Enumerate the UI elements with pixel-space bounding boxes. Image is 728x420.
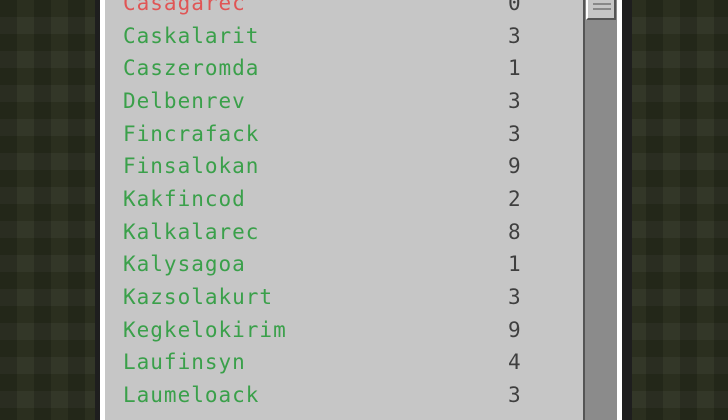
item-count: 9 (508, 154, 521, 179)
list-item[interactable]: Caskalarit 3 (105, 20, 583, 52)
list-item[interactable]: Laumeloack 3 (105, 379, 583, 411)
list-item[interactable]: Caszeromda 1 (105, 52, 583, 84)
grip-line (593, 8, 611, 10)
grip-line (593, 3, 611, 5)
scrollbar-thumb[interactable] (586, 0, 616, 20)
item-count: 8 (508, 219, 521, 244)
list-item[interactable]: Finsalokan 9 (105, 150, 583, 182)
list-item[interactable]: Kalysagoa 1 (105, 248, 583, 280)
list-item[interactable]: Kazsolakurt 3 (105, 281, 583, 313)
list-item[interactable]: Kakfincod 2 (105, 183, 583, 215)
item-count: 0 (508, 0, 521, 15)
scrollbar[interactable] (583, 0, 617, 420)
item-name: Kalkalarec (123, 219, 260, 244)
item-name: Laumeloack (123, 383, 260, 408)
item-count: 3 (508, 89, 521, 113)
item-name: Caskalarit (123, 23, 260, 48)
item-count: 9 (508, 317, 521, 342)
list-item[interactable]: Delbenrev 3 (105, 85, 583, 117)
item-count: 4 (508, 350, 521, 375)
list-item[interactable]: Casagarec 0 (105, 0, 583, 19)
item-count: 3 (508, 285, 521, 310)
item-count: 3 (508, 121, 521, 146)
item-name: Casagarec (123, 0, 246, 15)
item-name: Laufinsyn (123, 350, 246, 375)
item-name: Kalysagoa (123, 252, 246, 277)
item-name: Finsalokan (123, 154, 260, 179)
list-panel: Casagarec 0 Caskalarit 3 Caszeromda 1 Delbenre… (95, 0, 632, 420)
item-count: 3 (508, 383, 521, 408)
item-name: Kazsolakurt (123, 285, 274, 310)
item-count: 3 (508, 23, 521, 48)
list-item[interactable]: Laufinsyn 4 (105, 346, 583, 378)
item-name: Kakfincod (123, 187, 246, 212)
item-count: 1 (508, 252, 521, 277)
item-name: Fincrafack (123, 121, 260, 146)
item-count: 1 (508, 56, 521, 81)
list-item[interactable]: Kegkelokirim 9 (105, 314, 583, 346)
list-item[interactable]: Fincrafack 3 (105, 118, 583, 150)
entry-list: Casagarec 0 Caskalarit 3 Caszeromda 1 Delbenre… (105, 0, 583, 420)
list-item[interactable]: Kalkalarec 8 (105, 216, 583, 248)
panel-frame: Casagarec 0 Caskalarit 3 Caszeromda 1 Delbenre… (100, 0, 622, 420)
item-name: Caszeromda (123, 56, 260, 81)
item-name: Delbenrev (123, 89, 246, 113)
item-name: Kegkelokirim (123, 317, 287, 342)
item-count: 2 (508, 187, 521, 212)
